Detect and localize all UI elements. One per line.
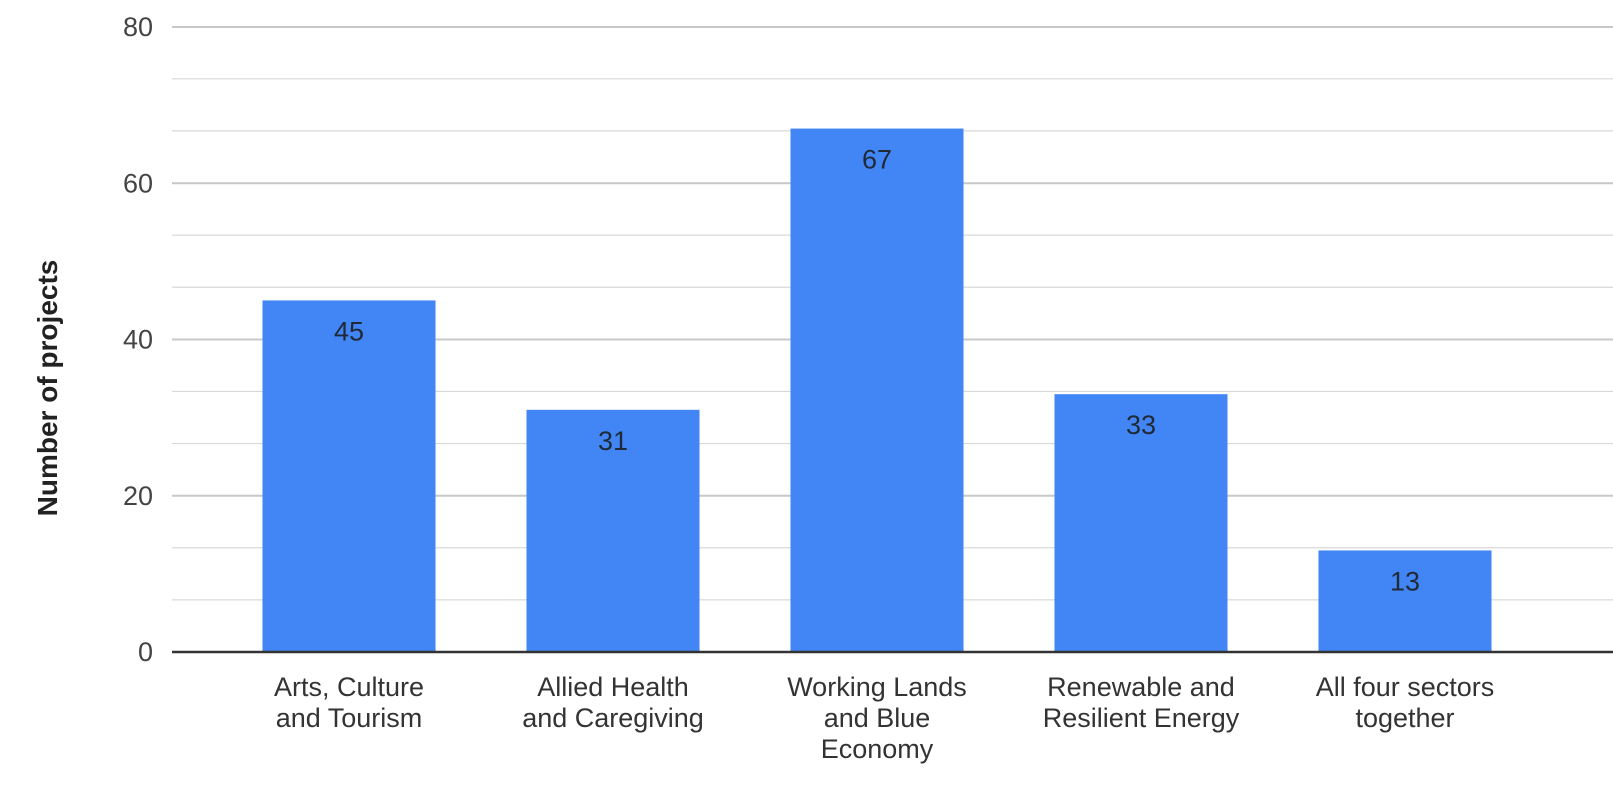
data-label: 33 [1126,410,1156,440]
y-axis-title: Number of projects [32,260,63,517]
bars [262,128,1492,652]
data-label: 13 [1390,566,1420,596]
x-category-label: Renewable and Resilient Energy [1043,672,1240,733]
bar [790,128,964,652]
y-tick-label: 80 [123,12,153,42]
x-category-label: Working Lands and Blue Economy [787,672,967,764]
y-tick-label: 60 [123,168,153,198]
x-category-label: Allied Health and Caregiving [522,672,704,733]
y-tick-label: 0 [138,637,153,667]
bar [1318,550,1492,652]
bar [1054,394,1228,652]
y-tick-label: 20 [123,481,153,511]
data-label: 31 [598,426,628,456]
x-category-label: All four sectors together [1316,672,1495,733]
bar [262,300,436,652]
data-label: 45 [334,316,364,346]
labels: 0 20 40 60 80 45 Arts, Culture and Tourism 31 All… [123,12,1494,764]
data-label: 67 [862,145,892,175]
x-category-label: Arts, Culture and Tourism [274,672,424,733]
y-tick-label: 40 [123,325,153,355]
bar [526,409,700,652]
